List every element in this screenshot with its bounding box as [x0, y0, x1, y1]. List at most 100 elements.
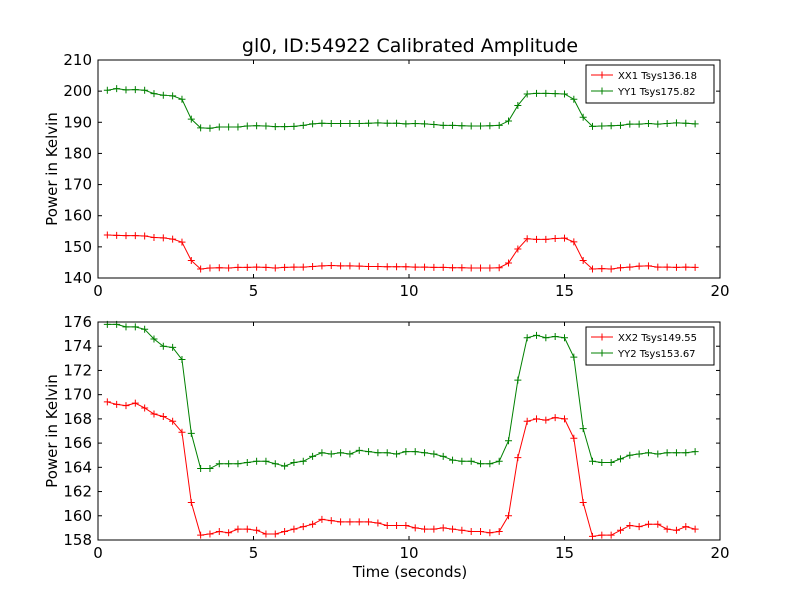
data-point	[449, 456, 457, 464]
y-tick-label: 140	[63, 269, 92, 287]
data-point	[607, 122, 615, 130]
data-point	[616, 121, 624, 129]
x-tick-label: 20	[710, 282, 729, 300]
data-point	[122, 86, 130, 94]
data-point	[598, 122, 606, 130]
data-point	[290, 458, 298, 466]
data-point	[561, 334, 568, 342]
data-point	[439, 524, 447, 532]
data-point	[234, 525, 242, 533]
data-point	[327, 120, 335, 128]
data-point	[439, 263, 447, 271]
y-tick-label: 172	[63, 361, 92, 379]
data-point	[337, 262, 345, 270]
data-point	[467, 528, 475, 536]
data-point	[234, 460, 242, 468]
data-point	[654, 450, 662, 458]
data-point	[579, 425, 587, 433]
data-point	[141, 86, 149, 94]
data-point	[346, 518, 354, 526]
data-point	[271, 264, 279, 272]
data-point	[150, 335, 158, 343]
data-point	[635, 120, 643, 128]
data-point	[393, 119, 401, 127]
data-point	[588, 122, 596, 130]
data-point	[682, 523, 690, 531]
data-point	[477, 528, 485, 536]
y-tick-label: 158	[63, 531, 92, 549]
data-point	[225, 529, 233, 537]
data-point	[374, 262, 382, 270]
data-point	[206, 465, 214, 473]
data-point	[393, 521, 401, 529]
data-point	[672, 119, 680, 127]
data-point	[271, 530, 279, 538]
data-point	[477, 122, 485, 130]
data-point	[402, 448, 410, 456]
data-point	[411, 120, 419, 128]
data-point	[253, 526, 261, 534]
data-point	[365, 448, 373, 456]
data-point	[122, 232, 130, 240]
y-tick-label: 160	[63, 207, 92, 225]
data-point	[579, 257, 587, 265]
data-point	[514, 454, 522, 462]
data-point	[616, 264, 624, 272]
data-point	[281, 462, 289, 470]
data-point	[439, 452, 447, 460]
data-point	[691, 448, 699, 456]
data-point	[607, 265, 615, 273]
legend-marker	[598, 349, 606, 357]
y-tick-label: 176	[63, 313, 92, 331]
data-point	[281, 263, 289, 271]
data-point	[206, 264, 214, 272]
data-point	[141, 232, 149, 240]
legend: XX2 Tsys149.55 YY2 Tsys153.67	[585, 326, 715, 366]
data-point	[449, 525, 457, 533]
y-tick-label: 180	[63, 144, 92, 162]
data-point	[327, 450, 335, 458]
data-point	[234, 123, 242, 131]
data-point	[411, 263, 419, 271]
data-point	[374, 449, 382, 457]
data-point	[187, 115, 195, 123]
data-point	[495, 264, 503, 272]
x-tick-label: 5	[249, 544, 259, 562]
data-point	[644, 262, 652, 270]
data-point	[495, 121, 503, 129]
data-point	[327, 517, 335, 525]
legend-marker	[598, 71, 606, 79]
data-point	[561, 234, 568, 242]
data-point	[225, 264, 233, 272]
data-point	[570, 434, 578, 442]
data-point	[607, 531, 615, 539]
x-tick-label: 10	[399, 282, 418, 300]
data-point	[421, 449, 429, 457]
data-point	[495, 528, 503, 536]
data-point	[383, 119, 391, 127]
data-point	[187, 498, 195, 506]
y-axis-label: Power in Kelvin	[43, 112, 61, 226]
data-point	[374, 519, 382, 527]
data-point	[430, 120, 438, 128]
data-point	[421, 120, 429, 128]
data-point	[355, 120, 363, 128]
data-point	[523, 235, 531, 243]
data-point	[421, 525, 429, 533]
data-point	[672, 263, 680, 271]
data-point	[635, 450, 643, 458]
data-point	[551, 414, 559, 422]
data-point	[178, 95, 186, 103]
data-point	[271, 123, 279, 131]
data-point	[449, 264, 457, 272]
data-point	[402, 120, 410, 128]
y-tick-label: 174	[63, 337, 92, 355]
data-point	[654, 263, 662, 271]
data-point	[588, 457, 596, 465]
data-point	[103, 398, 111, 406]
data-point	[281, 123, 289, 131]
data-point	[290, 122, 298, 130]
x-tick-label: 5	[249, 282, 259, 300]
data-point	[281, 528, 289, 536]
x-tick-label: 0	[93, 282, 103, 300]
